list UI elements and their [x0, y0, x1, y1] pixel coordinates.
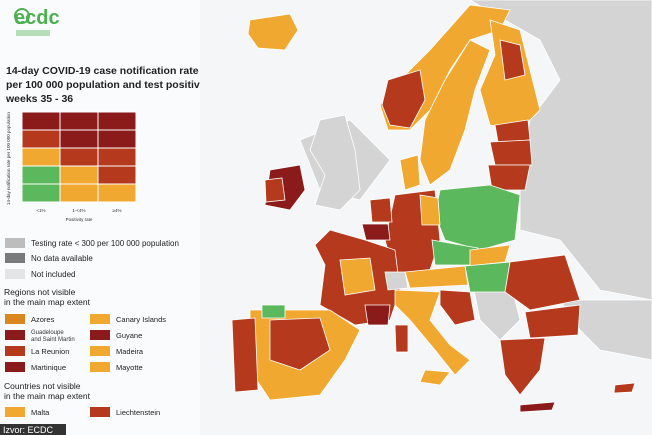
crete: [519, 401, 556, 413]
belgium: [361, 223, 391, 241]
swatch: [5, 238, 25, 248]
latvia: [489, 139, 533, 166]
region-label: Madeira: [116, 347, 144, 356]
swatch: [90, 314, 110, 324]
region-label: Martinique: [31, 363, 66, 372]
swatch: [5, 314, 25, 324]
bulgaria: [524, 304, 581, 339]
region-label: Mayotte: [116, 363, 143, 372]
logo: ecdc: [14, 7, 60, 29]
norway-south: [381, 69, 426, 129]
y-axis-label: 14-day notification rate per 100 000 pop…: [6, 112, 11, 205]
greece: [499, 337, 546, 396]
portugal: [231, 317, 259, 393]
germany-north: [419, 194, 441, 226]
swatch: [5, 346, 25, 356]
spain-regions: [269, 317, 331, 371]
slovakia: [469, 244, 511, 267]
poland: [434, 184, 521, 251]
sweden: [419, 39, 491, 186]
swatch: [5, 269, 25, 279]
finland-region: [499, 39, 526, 81]
positivity-label: ≥4%: [113, 208, 122, 213]
logo-mark: [14, 8, 30, 24]
section-heading: in the main map extent: [4, 297, 91, 307]
swatch: [5, 407, 25, 417]
region-label: and Saint Martin: [31, 337, 75, 343]
legend-matrix: [21, 111, 137, 203]
region-label: Azores: [31, 315, 55, 324]
swatch: [90, 330, 110, 340]
section-heading: Regions not visible: [4, 287, 76, 297]
croatia: [439, 289, 476, 326]
ireland-west: [264, 177, 286, 203]
cyprus: [613, 382, 636, 394]
iceland: [247, 13, 299, 51]
positivity-label: 1-<4%: [72, 208, 85, 213]
x-axis-label: Positivity rate: [66, 217, 93, 222]
region-label: La Reunion: [31, 347, 69, 356]
section-heading: in the main map extent: [4, 391, 91, 401]
denmark: [399, 154, 421, 191]
title-line: weeks 35 - 36: [5, 93, 73, 105]
uk: [309, 114, 361, 211]
country-label: Malta: [31, 408, 50, 417]
region-label: Canary Islands: [116, 315, 166, 324]
sardinia: [394, 324, 409, 353]
swatch: [90, 407, 110, 417]
swatch: [5, 330, 25, 340]
swatch: [5, 253, 25, 263]
swatch: [90, 362, 110, 372]
hungary: [464, 261, 511, 293]
region-label: Guyane: [116, 331, 142, 340]
title-line: per 100 000 population and test positivi…: [6, 79, 200, 91]
positivity-label: <1%: [36, 208, 45, 213]
italy: [394, 289, 471, 376]
spain-green: [261, 304, 286, 319]
logo-subtitle: [16, 30, 50, 36]
swatch: [90, 346, 110, 356]
country-label: Liechtenstein: [116, 408, 160, 417]
sicily: [419, 369, 451, 386]
romania: [504, 254, 581, 311]
lithuania: [487, 164, 531, 191]
switzerland: [384, 271, 409, 291]
title-line: 14-day COVID-19 case notification rate: [6, 65, 199, 77]
austria: [404, 265, 469, 289]
legend-panel: ecdc 14-day COVID-19 case notification r…: [0, 0, 200, 435]
region-label: Guadeloupe: [31, 330, 64, 336]
key-label: Testing rate < 300 per 100 000 populatio…: [31, 239, 179, 248]
france-south: [364, 304, 391, 326]
key-label: Not included: [31, 270, 75, 279]
netherlands: [369, 197, 393, 223]
section-heading: Countries not visible: [4, 381, 81, 391]
key-label: No data available: [31, 254, 93, 263]
swatch: [5, 362, 25, 372]
france-central: [339, 257, 376, 296]
